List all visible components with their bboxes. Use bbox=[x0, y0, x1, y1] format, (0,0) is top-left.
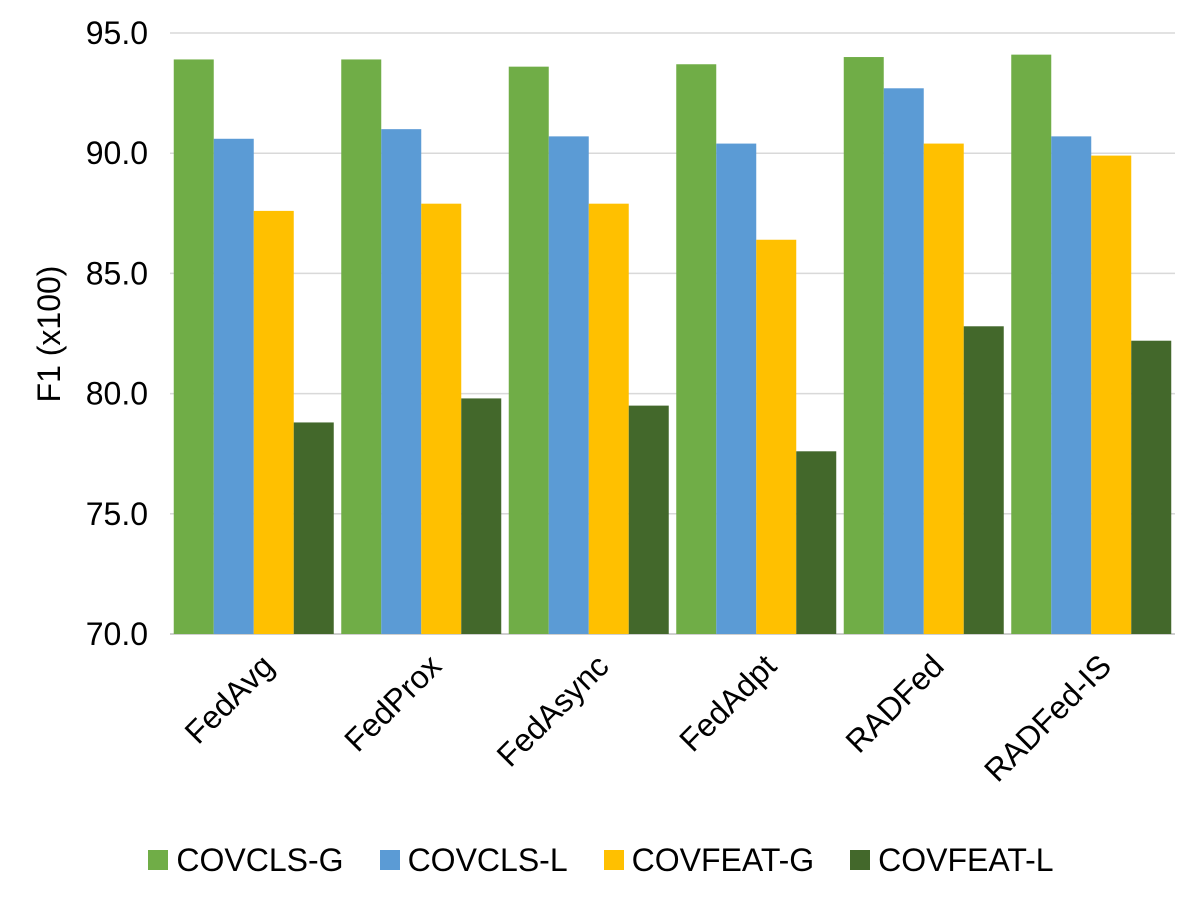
legend-swatch bbox=[379, 850, 400, 870]
bar-covcls-l-fedavg bbox=[213, 138, 254, 634]
bar-covfeat-l-fedadpt bbox=[796, 451, 837, 634]
legend-label: COVFEAT-G bbox=[631, 841, 815, 878]
gridlines bbox=[170, 32, 1175, 635]
legend-item: COVCLS-G bbox=[148, 841, 344, 879]
legend-swatch bbox=[850, 850, 871, 870]
legend-label: COVCLS-G bbox=[176, 841, 344, 878]
bar-chart: 70.075.080.085.090.095.0 FedAvg FedProx Fe… bbox=[31, 15, 1175, 789]
bar-covfeat-g-fedadpt bbox=[756, 239, 797, 634]
y-axis: 70.0 75.0 80.0 85.0 90.0 95.0 bbox=[86, 15, 148, 652]
bar-covcls-l-fedadpt bbox=[716, 143, 757, 635]
bar-covcls-l-radfed bbox=[883, 88, 924, 635]
bars bbox=[173, 54, 1172, 635]
y-axis-label: F1 (x100) bbox=[31, 266, 67, 403]
y-tick-label: 80.0 bbox=[86, 376, 148, 412]
bar-covcls-l-radfed-is bbox=[1051, 136, 1092, 634]
bar-covfeat-g-radfed-is bbox=[1091, 155, 1132, 634]
legend-swatch bbox=[603, 850, 624, 870]
bar-covfeat-l-fedavg bbox=[293, 422, 334, 634]
legend-item: COVCLS-L bbox=[379, 841, 568, 879]
bar-covfeat-l-radfed-is bbox=[1131, 340, 1172, 634]
bar-covcls-g-fedadpt bbox=[676, 64, 717, 634]
legend-item: COVFEAT-L bbox=[850, 841, 1054, 879]
bar-covcls-g-fedasync bbox=[508, 66, 549, 634]
bar-covcls-l-fedasync bbox=[548, 136, 589, 634]
x-tick-label: FedAvg bbox=[178, 647, 281, 750]
x-axis: FedAvg FedProx FedAsync FedAdpt RADFed RADFed… bbox=[178, 647, 1119, 788]
legend-swatch bbox=[148, 850, 169, 870]
x-tick-label: FedProx bbox=[337, 647, 448, 758]
bar-covcls-g-fedprox bbox=[341, 59, 382, 635]
bar-covcls-l-fedprox bbox=[381, 129, 422, 634]
legend-label: COVFEAT-L bbox=[878, 841, 1054, 878]
x-tick-label: FedAdpt bbox=[672, 647, 783, 758]
legend-label: COVCLS-L bbox=[407, 841, 568, 878]
y-tick-label: 70.0 bbox=[86, 616, 148, 652]
bar-covfeat-l-fedasync bbox=[628, 405, 669, 634]
y-tick-label: 75.0 bbox=[86, 496, 148, 532]
bar-covcls-g-fedavg bbox=[173, 59, 214, 635]
x-tick-label: FedAsync bbox=[490, 647, 616, 773]
bar-covfeat-g-fedasync bbox=[588, 203, 629, 634]
y-tick-label: 90.0 bbox=[86, 135, 148, 171]
bar-covcls-g-radfed-is bbox=[1011, 54, 1052, 635]
x-tick-label: RADFed bbox=[838, 647, 950, 759]
y-tick-label: 95.0 bbox=[86, 15, 148, 51]
bar-covcls-g-radfed bbox=[843, 57, 884, 635]
legend: COVCLS-G COVCLS-L COVFEAT-G COVFEAT-L bbox=[0, 835, 1202, 885]
y-tick-label: 85.0 bbox=[86, 255, 148, 291]
bar-covfeat-g-radfed bbox=[923, 143, 964, 635]
bar-covfeat-g-fedavg bbox=[253, 210, 294, 634]
bar-covfeat-g-fedprox bbox=[421, 203, 462, 634]
bar-covfeat-l-radfed bbox=[963, 326, 1004, 634]
x-tick-label: RADFed-IS bbox=[977, 647, 1118, 788]
legend-item: COVFEAT-G bbox=[603, 841, 815, 879]
bar-covfeat-l-fedprox bbox=[461, 398, 502, 634]
